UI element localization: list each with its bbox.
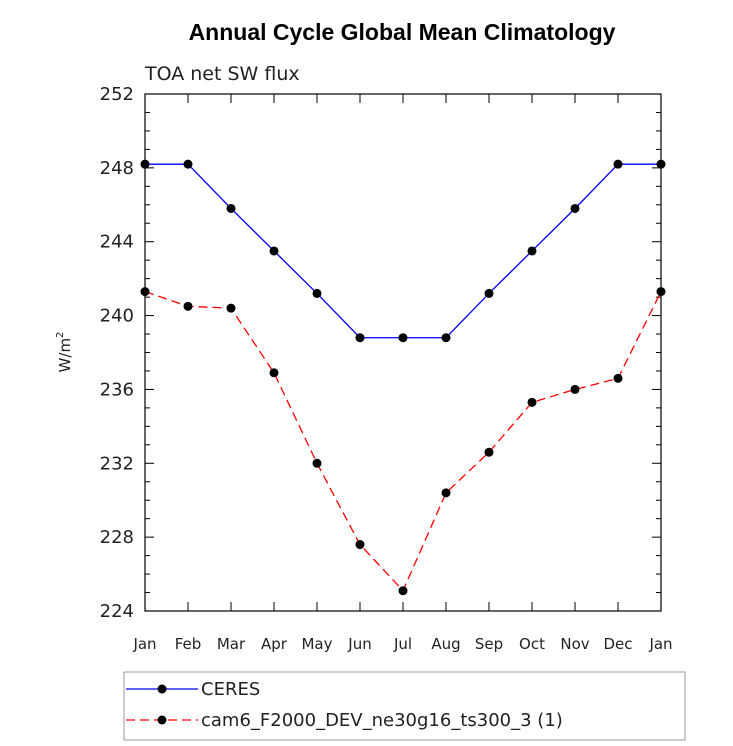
legend-marker-0: [157, 684, 167, 694]
y-axis-label-base: W/m: [56, 338, 74, 373]
series-1-point: [226, 303, 236, 313]
series-1-point: [355, 540, 365, 550]
y-tick-label: 248: [100, 158, 134, 179]
x-tick-label: Sep: [475, 635, 503, 653]
legend-label-0: CERES: [201, 679, 260, 700]
series-0-point: [140, 159, 150, 169]
y-tick-label: 224: [100, 601, 134, 622]
y-axis-label: W/m2: [55, 332, 74, 373]
legend-label-1: cam6_F2000_DEV_ne30g16_ts300_3 (1): [201, 710, 563, 731]
legend: CERES cam6_F2000_DEV_ne30g16_ts300_3 (1): [126, 679, 563, 731]
x-tick-label: May: [301, 635, 332, 653]
x-tick-label: Dec: [603, 635, 632, 653]
x-tick-label: Jun: [347, 635, 371, 653]
series-0-point: [441, 333, 451, 343]
x-tick-label: Oct: [519, 635, 545, 653]
series-1-point: [441, 488, 451, 498]
x-tick-label: Feb: [175, 635, 202, 653]
x-tick-label: Nov: [560, 635, 589, 653]
series-1-point: [183, 301, 193, 311]
legend-box: [123, 671, 686, 741]
series-1-point: [484, 447, 494, 457]
y-tick-label: 252: [100, 84, 134, 105]
y-axis-label-superscript: 2: [55, 332, 66, 338]
y-axis: 224 228 232 236 240 244 248 252: [100, 84, 661, 622]
series-1-point: [613, 373, 623, 383]
legend-marker-1: [157, 715, 167, 725]
y-tick-label: 244: [100, 232, 134, 253]
series-1-point: [527, 397, 537, 407]
y-tick-label: 232: [100, 453, 134, 474]
series-0-point: [484, 288, 494, 298]
y-tick-label: 228: [100, 527, 134, 548]
plot-frame: [144, 93, 662, 612]
series-0-point: [527, 246, 537, 256]
series-0-point: [312, 288, 322, 298]
x-tick-label: Jul: [393, 635, 412, 653]
series-1-point: [269, 368, 279, 378]
x-tick-label: Mar: [217, 635, 246, 653]
series-1-point: [312, 458, 322, 468]
x-tick-label: Apr: [261, 635, 288, 653]
x-tick-label: Aug: [431, 635, 460, 653]
series-1-point: [656, 287, 666, 297]
series-1-point: [570, 384, 580, 394]
series-0-point: [226, 203, 236, 213]
series-0-point: [570, 203, 580, 213]
chart-subtitle: TOA net SW flux: [144, 63, 300, 85]
y-tick-label: 240: [100, 306, 134, 327]
series-line-0: [145, 163, 661, 339]
y-tick-label: 236: [100, 379, 134, 400]
chart-title: Annual Cycle Global Mean Climatology: [189, 19, 616, 45]
series-1-point: [140, 287, 150, 297]
series-layer: [140, 159, 666, 596]
series-0-point: [269, 246, 279, 256]
series-0-point: [656, 159, 666, 169]
series-1-point: [398, 586, 408, 596]
series-0-point: [398, 333, 408, 343]
x-tick-label: Jan: [132, 635, 156, 653]
series-0-point: [355, 333, 365, 343]
x-tick-label: Jan: [648, 635, 672, 653]
series-0-point: [183, 159, 193, 169]
series-0-point: [613, 159, 623, 169]
x-axis: Jan Feb Mar Apr May Jun Jul Aug Sep Oct Nov Dec Jan: [132, 94, 673, 653]
